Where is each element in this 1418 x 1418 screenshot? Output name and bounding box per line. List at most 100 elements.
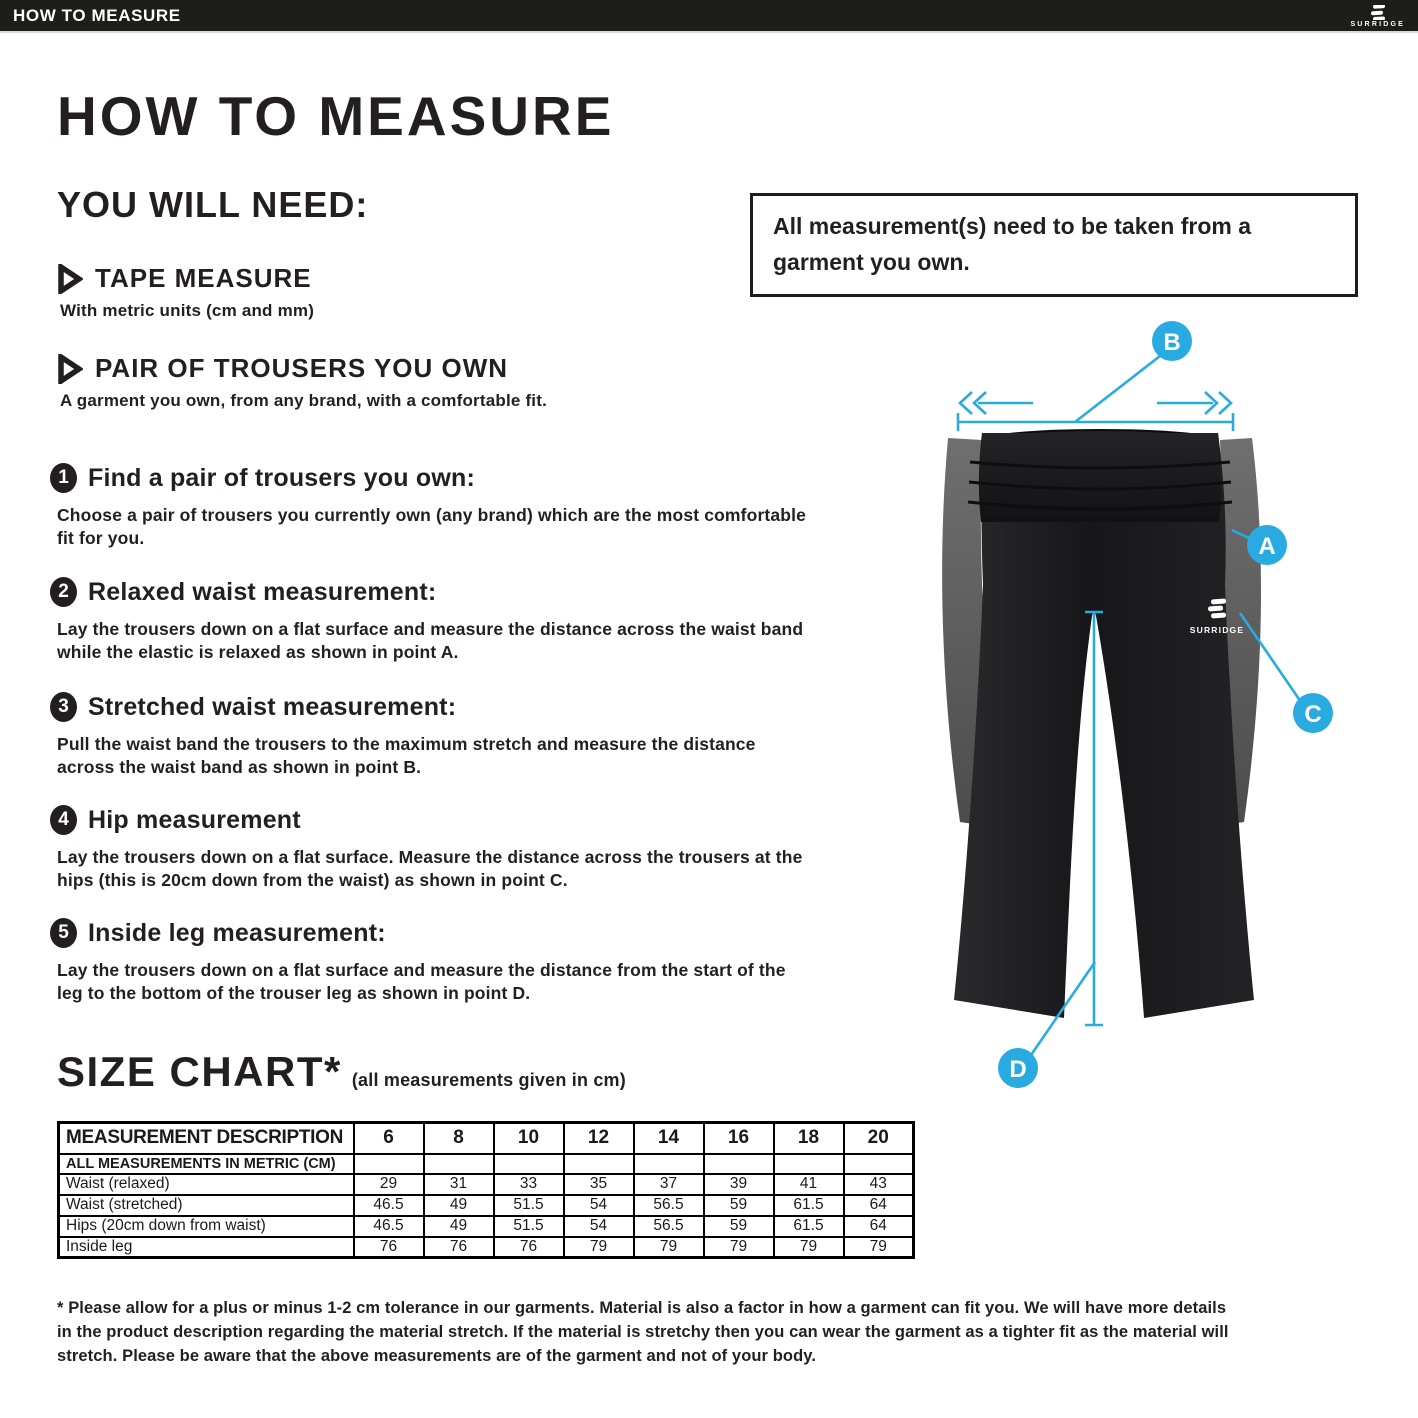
table-header-cell: 16	[702, 1121, 775, 1155]
step-number-badge: 3	[50, 692, 77, 722]
marker-d-badge: D	[998, 1048, 1038, 1088]
table-cell	[422, 1152, 495, 1175]
svg-text:C: C	[1304, 701, 1321, 728]
table-cell: 39	[702, 1172, 775, 1196]
waistband-rib	[969, 460, 1231, 470]
table-header-cell: MEASUREMENT DESCRIPTION	[57, 1121, 355, 1155]
tolerance-footnote: * Please allow for a plus or minus 1-2 c…	[57, 1299, 1229, 1365]
step-5: 5 Inside leg measurement: Lay the trouse…	[50, 918, 810, 1005]
table-row-label: Inside leg	[57, 1235, 355, 1259]
step-4: 4 Hip measurement Lay the trousers down …	[50, 805, 810, 892]
step-description: Pull the waist band the trousers to the …	[57, 734, 756, 777]
step-number-badge: 2	[50, 577, 77, 607]
table-header-cell: 18	[772, 1121, 845, 1155]
table-cell	[772, 1152, 845, 1175]
surridge-logo-text: SURRIDGE	[1350, 21, 1405, 28]
need-item-trousers: PAIR OF TROUSERS YOU OWN A garment you o…	[57, 353, 547, 411]
top-bar: HOW TO MEASURE SURRIDGE	[0, 0, 1418, 33]
table-cell: 56.5	[632, 1214, 705, 1238]
stretch-arrow-left-icon	[958, 391, 1033, 415]
step-2: 2 Relaxed waist measurement: Lay the tro…	[50, 577, 810, 664]
need-item-description: A garment you own, from any brand, with …	[60, 391, 548, 410]
waistband	[978, 433, 1222, 522]
step-number-badge: 4	[50, 805, 77, 835]
table-cell: 29	[352, 1172, 425, 1196]
table-cell: 33	[492, 1172, 565, 1196]
step-title: Relaxed waist measurement:	[88, 577, 437, 606]
size-chart-title: SIZE CHART*	[57, 1048, 342, 1095]
table-header-row: MEASUREMENT DESCRIPTION 6 8 10 12 14 16 …	[57, 1121, 915, 1155]
table-header-cell: 10	[492, 1121, 565, 1155]
table-cell: 43	[842, 1172, 915, 1196]
step-description: Lay the trousers down on a flat surface.…	[57, 847, 803, 890]
table-cell: 79	[842, 1235, 915, 1259]
table-cell: 54	[562, 1193, 635, 1217]
table-row: Waist (relaxed) 29 31 33 35 37 39 41 43	[57, 1172, 915, 1196]
need-item-tape-measure: TAPE MEASURE With metric units (cm and m…	[57, 263, 314, 321]
step-title: Find a pair of trousers you own:	[88, 463, 475, 492]
play-triangle-icon	[58, 263, 83, 294]
table-cell: 76	[492, 1235, 565, 1259]
table-cell: 56.5	[632, 1193, 705, 1217]
step-1: 1 Find a pair of trousers you own: Choos…	[50, 463, 810, 550]
marker-a-badge: A	[1247, 525, 1287, 565]
you-will-need-heading: YOU WILL NEED:	[57, 184, 369, 225]
size-chart-table: MEASUREMENT DESCRIPTION 6 8 10 12 14 16 …	[57, 1121, 915, 1259]
waist-measure-line	[956, 413, 1235, 431]
table-cell: 59	[702, 1214, 775, 1238]
svg-text:A: A	[1258, 533, 1275, 560]
need-item-description: With metric units (cm and mm)	[60, 301, 315, 320]
table-cell: 54	[562, 1214, 635, 1238]
waistband-rib	[968, 480, 1232, 491]
surridge-logo: SURRIDGE	[1350, 5, 1405, 28]
table-header-cell: 12	[562, 1121, 635, 1155]
table-cell: 79	[632, 1235, 705, 1259]
step-description: Lay the trousers down on a flat surface …	[57, 619, 804, 662]
table-cell: 46.5	[352, 1214, 425, 1238]
garment-logo: SURRIDGE	[1190, 598, 1243, 635]
table-cell: 61.5	[772, 1193, 845, 1217]
need-item-title: PAIR OF TROUSERS YOU OWN	[95, 353, 509, 383]
table-cell: 79	[772, 1235, 845, 1259]
step-number-badge: 5	[50, 918, 77, 948]
table-header-cell: 8	[422, 1121, 495, 1155]
table-cell: 64	[842, 1214, 915, 1238]
marker-b-badge: B	[1152, 321, 1192, 361]
table-row: Waist (stretched) 46.5 49 51.5 54 56.5 5…	[57, 1193, 915, 1217]
size-chart-heading: SIZE CHART* (all measurements given in c…	[57, 1048, 626, 1096]
table-cell: 76	[422, 1235, 495, 1259]
table-cell: 37	[632, 1172, 705, 1196]
marker-c-leader-line	[1238, 612, 1303, 703]
table-row-label: ALL MEASUREMENTS IN METRIC (CM)	[57, 1152, 355, 1175]
svg-text:B: B	[1163, 329, 1180, 356]
table-cell: 49	[422, 1193, 495, 1217]
table-cell: 35	[562, 1172, 635, 1196]
trousers-diagram: SURRIDGE	[920, 300, 1370, 1105]
table-cell: 51.5	[492, 1214, 565, 1238]
size-chart-subtitle: (all measurements given in cm)	[351, 1070, 626, 1090]
table-cell	[842, 1152, 915, 1175]
table-cell	[702, 1152, 775, 1175]
step-description: Lay the trousers down on a flat surface …	[57, 960, 786, 1003]
table-cell	[562, 1152, 635, 1175]
marker-b-leader-line	[1074, 354, 1161, 424]
table-cell: 79	[702, 1235, 775, 1259]
need-item-title: TAPE MEASURE	[95, 263, 312, 293]
page-title: HOW TO MEASURE	[57, 85, 615, 147]
table-cell	[492, 1152, 565, 1175]
table-cell	[632, 1152, 705, 1175]
svg-text:D: D	[1009, 1056, 1026, 1083]
table-row: Hips (20cm down from waist) 46.5 49 51.5…	[57, 1214, 915, 1238]
table-cell: 51.5	[492, 1193, 565, 1217]
table-cell: 41	[772, 1172, 845, 1196]
step-title: Inside leg measurement:	[88, 918, 386, 947]
table-row: Inside leg 76 76 76 79 79 79 79 79	[57, 1235, 915, 1259]
table-cell: 76	[352, 1235, 425, 1259]
waistband-rib	[967, 500, 1233, 511]
step-3: 3 Stretched waist measurement: Pull the …	[50, 692, 810, 779]
table-cell: 61.5	[772, 1214, 845, 1238]
table-header-cell: 20	[842, 1121, 915, 1155]
top-bar-title: HOW TO MEASURE	[13, 5, 181, 25]
table-cell: 59	[702, 1193, 775, 1217]
